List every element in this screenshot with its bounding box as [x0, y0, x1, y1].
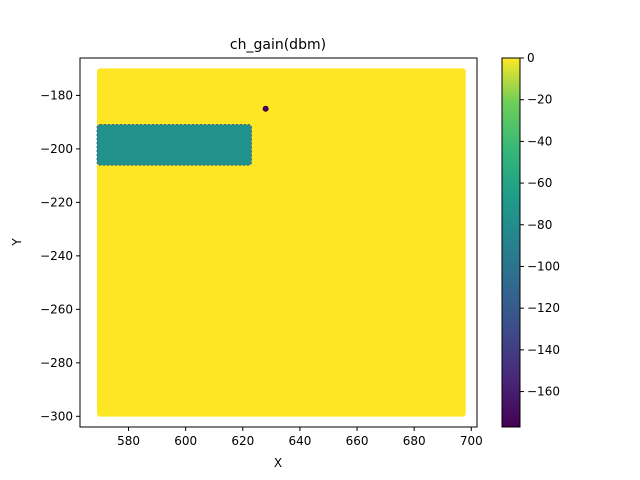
- x-tick-label: 700: [460, 434, 483, 448]
- y-tick-label: −280: [40, 356, 73, 370]
- colorbar-tick-label: −120: [527, 301, 560, 315]
- y-tick-label: −200: [40, 142, 73, 156]
- x-axis-label: X: [274, 456, 282, 470]
- x-tick-label: 640: [288, 434, 311, 448]
- y-axis: −180 −200 −220 −240 −260 −280 −300: [40, 88, 80, 423]
- x-tick-label: 580: [117, 434, 140, 448]
- x-tick-label: 660: [346, 434, 369, 448]
- x-tick-label: 680: [403, 434, 426, 448]
- x-axis: 580 600 620 640 660 680 700: [117, 427, 483, 448]
- x-tick-label: 620: [231, 434, 254, 448]
- colorbar-tick-label: −140: [527, 343, 560, 357]
- colorbar-tick-label: 0: [527, 51, 535, 65]
- plot-frame: [79, 57, 478, 428]
- colorbar-tick-label: −20: [527, 93, 552, 107]
- plot-area: [96, 68, 466, 417]
- colorbar: [501, 57, 521, 428]
- y-tick-label: −300: [40, 409, 73, 423]
- y-tick-label: −180: [40, 88, 73, 102]
- chart-title: ch_gain(dbm): [230, 37, 326, 53]
- y-axis-label: Y: [10, 238, 24, 247]
- colorbar-tick-label: −160: [527, 385, 560, 399]
- heatmap-region-min-spot: [262, 105, 269, 112]
- y-tick-label: −260: [40, 302, 73, 316]
- colorbar-tick-label: −80: [527, 218, 552, 232]
- colorbar-axis: 0 −20 −40 −60 −80 −100 −120 −140 −160: [520, 51, 560, 399]
- heatmap-region-background: [96, 68, 466, 417]
- colorbar-tick-label: −40: [527, 134, 552, 148]
- x-tick-label: 600: [174, 434, 197, 448]
- colorbar-tick-label: −60: [527, 176, 552, 190]
- y-tick-label: −220: [40, 195, 73, 209]
- heatmap-region-low-gain-block: [96, 124, 252, 166]
- colorbar-tick-label: −100: [527, 259, 560, 273]
- y-tick-label: −240: [40, 249, 73, 263]
